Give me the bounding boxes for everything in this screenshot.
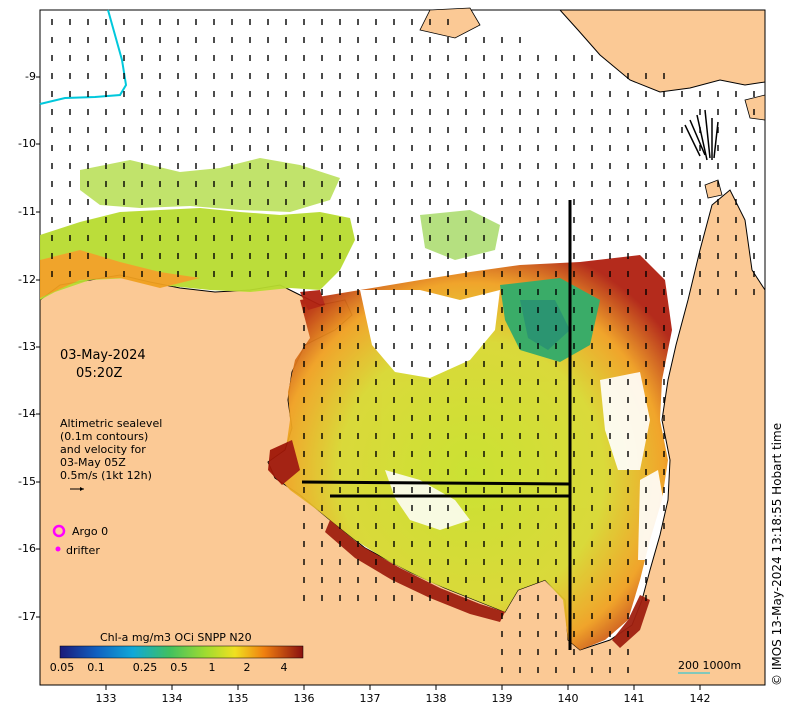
colorbar-tick: 0.5 xyxy=(170,661,188,674)
legend-line: 03-May 05Z xyxy=(60,456,126,469)
colorbar xyxy=(59,645,304,659)
legend-line: (0.1m contours) xyxy=(60,430,149,443)
legend-line: 0.5m/s (1kt 12h) xyxy=(60,469,152,482)
longitude-tick: 141 xyxy=(623,692,645,705)
drifter-marker xyxy=(55,546,61,552)
latitude-tick: -15 xyxy=(18,475,36,488)
argo-label: Argo 0 xyxy=(72,525,109,538)
longitude-tick: 142 xyxy=(689,692,711,705)
colorbar-tick: 0.1 xyxy=(87,661,105,674)
map-time: 05:20Z xyxy=(76,366,123,381)
velocity-arrows xyxy=(51,19,755,673)
axis-ticks xyxy=(36,76,701,690)
colorbar-title: Chl-a mg/m3 OCi SNPP N20 xyxy=(100,631,252,644)
longitude-tick: 139 xyxy=(491,692,513,705)
argo-marker xyxy=(52,524,66,538)
depth-scale-label: 200 1000m xyxy=(678,659,742,672)
latitude-tick: -14 xyxy=(18,407,36,420)
altimetry-legend: Altimetric sealevel (0.1m contours) and … xyxy=(60,417,162,482)
latitude-tick: -13 xyxy=(18,340,36,353)
longitude-tick: 134 xyxy=(161,692,183,705)
chlorophyll-layer xyxy=(40,158,672,650)
legend-line: Altimetric sealevel xyxy=(60,417,163,430)
colorbar-tick: 4 xyxy=(280,661,288,674)
latitude-tick: -9 xyxy=(25,70,36,83)
longitude-tick: 133 xyxy=(95,692,117,705)
colorbar-tick: 2 xyxy=(243,661,251,674)
colorbar-tick: 1 xyxy=(208,661,216,674)
longitude-tick: 135 xyxy=(227,692,249,705)
longitude-tick: 138 xyxy=(425,692,447,705)
drifter-label: drifter xyxy=(66,544,100,557)
copyright-text: © IMOS 13-May-2024 13:18:55 Hobart time xyxy=(770,422,784,686)
latitude-tick: -12 xyxy=(18,273,36,286)
cloud-gaps xyxy=(360,290,665,560)
black-streaks xyxy=(684,109,719,161)
drifter-track xyxy=(301,200,572,650)
latitude-tick: -17 xyxy=(18,610,36,623)
longitude-tick: 140 xyxy=(557,692,579,705)
latitude-tick: -10 xyxy=(18,137,36,150)
legend-line: and velocity for xyxy=(60,443,146,456)
longitude-tick: 137 xyxy=(359,692,381,705)
latitude-tick: -11 xyxy=(18,205,36,218)
latitude-tick: -16 xyxy=(18,542,36,555)
colorbar-tick: 0.05 xyxy=(49,661,75,674)
longitude-tick: 136 xyxy=(293,692,315,705)
cyan-track xyxy=(39,9,128,105)
map-date: 03-May-2024 xyxy=(60,348,146,363)
colorbar-tick: 0.25 xyxy=(132,661,158,674)
